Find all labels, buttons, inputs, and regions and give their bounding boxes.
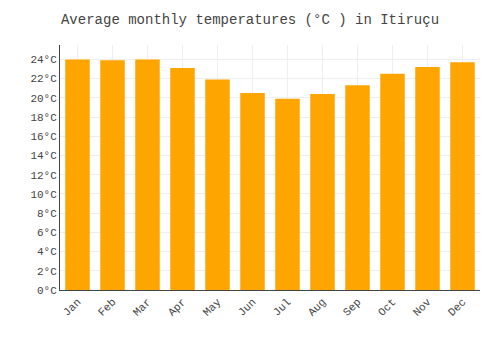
- svg-text:16°C: 16°C: [30, 131, 57, 143]
- svg-text:May: May: [201, 296, 224, 319]
- svg-text:Dec: Dec: [446, 296, 468, 318]
- svg-text:0°C: 0°C: [37, 285, 57, 297]
- svg-text:18°C: 18°C: [30, 112, 57, 124]
- svg-text:Nov: Nov: [411, 296, 434, 319]
- svg-text:Mar: Mar: [131, 296, 153, 318]
- svg-text:10°C: 10°C: [30, 189, 57, 201]
- svg-text:Apr: Apr: [166, 296, 188, 318]
- svg-text:12°C: 12°C: [30, 170, 57, 182]
- svg-text:2°C: 2°C: [37, 266, 57, 278]
- svg-text:6°C: 6°C: [37, 227, 57, 239]
- svg-text:Average monthly temperatures (: Average monthly temperatures (°C ) in It…: [61, 12, 439, 28]
- svg-text:4°C: 4°C: [37, 246, 57, 258]
- svg-text:Jun: Jun: [236, 296, 258, 318]
- svg-text:20°C: 20°C: [30, 93, 57, 105]
- svg-text:Aug: Aug: [306, 296, 328, 318]
- svg-text:24°C: 24°C: [30, 54, 57, 66]
- svg-text:8°C: 8°C: [37, 208, 57, 220]
- svg-text:14°C: 14°C: [30, 150, 57, 162]
- svg-text:Jul: Jul: [271, 296, 293, 318]
- svg-text:22°C: 22°C: [30, 73, 57, 85]
- svg-text:Feb: Feb: [96, 296, 118, 318]
- svg-text:Oct: Oct: [376, 296, 398, 318]
- svg-text:Sep: Sep: [341, 296, 363, 318]
- svg-text:Jan: Jan: [61, 296, 83, 318]
